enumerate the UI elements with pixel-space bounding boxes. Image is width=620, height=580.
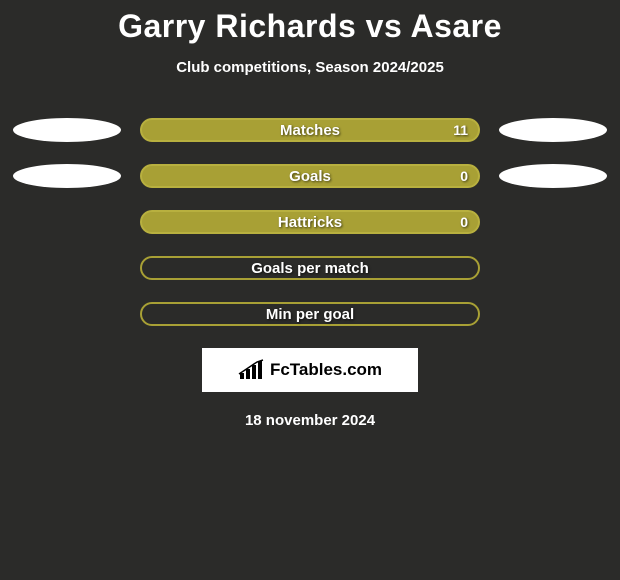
brand-text: FcTables.com [270,360,382,380]
stat-bar: Min per goal [140,302,480,326]
player1-ellipse [13,118,121,142]
stat-bar: Goals 0 [140,164,480,188]
right-slot [495,118,605,142]
stat-bar: Hattricks 0 [140,210,480,234]
bar-wrap: Goals 0 [140,164,480,188]
bar-wrap: Hattricks 0 [140,210,480,234]
player2-ellipse [499,118,607,142]
player2-ellipse [499,164,607,188]
subtitle: Club competitions, Season 2024/2025 [0,59,620,76]
brand-box: FcTables.com [202,348,418,392]
stat-label: Matches [280,122,340,139]
stat-row: Matches 11 [0,118,620,142]
date-line: 18 november 2024 [0,412,620,429]
stat-bar: Goals per match [140,256,480,280]
left-slot [15,118,125,142]
right-slot [495,210,605,234]
bar-wrap: Matches 11 [140,118,480,142]
bar-chart-icon [238,359,264,381]
stat-row: Hattricks 0 [0,210,620,234]
stat-value-right: 0 [460,168,468,184]
left-slot [15,164,125,188]
stat-label: Hattricks [278,214,342,231]
right-slot [495,164,605,188]
right-slot [495,302,605,326]
player1-ellipse [13,164,121,188]
bar-wrap: Goals per match [140,256,480,280]
stat-row: Goals 0 [0,164,620,188]
infographic-container: Garry Richards vs Asare Club competition… [0,0,620,580]
page-title: Garry Richards vs Asare [0,0,620,45]
left-slot [15,256,125,280]
stat-label: Goals [289,168,331,185]
right-slot [495,256,605,280]
bar-wrap: Min per goal [140,302,480,326]
stat-value-right: 0 [460,214,468,230]
left-slot [15,210,125,234]
left-slot [15,302,125,326]
stat-row: Min per goal [0,302,620,326]
stat-bar: Matches 11 [140,118,480,142]
stat-row: Goals per match [0,256,620,280]
stat-label: Goals per match [251,260,369,277]
stat-label: Min per goal [266,306,354,323]
stat-value-right: 11 [453,122,468,138]
stat-rows: Matches 11 Goals 0 [0,118,620,326]
